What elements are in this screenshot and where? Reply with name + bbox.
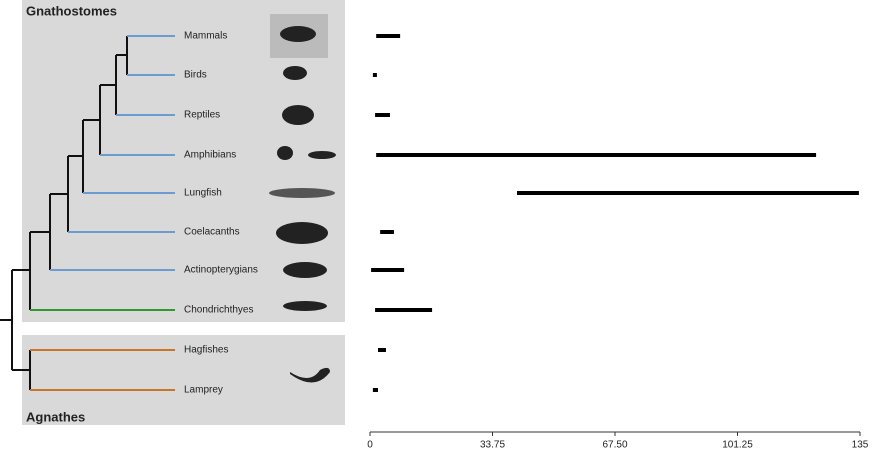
group-label: Agnathes xyxy=(26,409,85,424)
x-tick-label: 135 xyxy=(852,440,869,451)
x-tick-label: 33.75 xyxy=(480,440,505,451)
taxon-label: Hagfishes xyxy=(184,345,228,356)
x-tick-label: 67.50 xyxy=(602,440,627,451)
taxon-label: Lungfish xyxy=(184,188,222,199)
chart: Gnathostomes Agnathes xyxy=(0,0,883,452)
taxon-label: Birds xyxy=(184,70,207,81)
taxon-label: Actinopterygians xyxy=(184,265,258,276)
taxon-label: Coelacanths xyxy=(184,227,240,238)
taxon-label: Amphibians xyxy=(184,150,236,161)
taxon-label: Lamprey xyxy=(184,385,223,396)
taxon-label: Reptiles xyxy=(184,110,220,121)
taxon-label: Mammals xyxy=(184,31,227,42)
group-label: Gnathostomes xyxy=(26,3,117,18)
x-tick-label: 101.25 xyxy=(722,440,753,451)
x-tick-label: 0 xyxy=(367,440,373,451)
taxon-label: Chondrichthyes xyxy=(184,305,253,316)
